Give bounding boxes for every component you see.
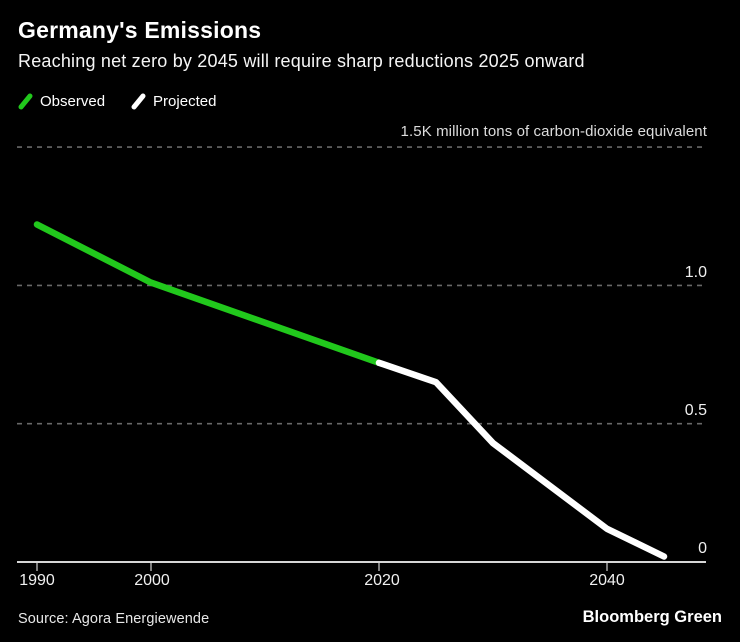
legend-item-projected: Projected <box>131 93 216 110</box>
legend-item-observed: Observed <box>18 93 105 110</box>
x-tick-label-2020: 2020 <box>364 572 400 589</box>
observed-line-swatch-icon <box>18 93 33 110</box>
source-attribution: Source: Agora Energiewende <box>18 611 210 627</box>
y-axis-unit-label: 1.5K million tons of carbon-dioxide equi… <box>400 123 707 140</box>
x-tick-label-2000: 2000 <box>134 572 170 589</box>
chart-subtitle: Reaching net zero by 2045 will require s… <box>18 51 585 71</box>
observed-line <box>33 221 383 367</box>
y-tick-label-1.0: 1.0 <box>684 264 707 281</box>
legend-label-observed: Observed <box>40 93 106 110</box>
bloomberg-green-logo: Bloomberg Green <box>582 608 722 626</box>
projected-line <box>375 359 668 560</box>
page-title: Germany's Emissions <box>18 17 262 43</box>
x-tick-label-1990: 1990 <box>19 572 55 589</box>
x-tick-label-2040: 2040 <box>589 572 625 589</box>
legend: Observed Projected <box>18 93 216 110</box>
projected-line-swatch-icon <box>131 93 146 110</box>
y-tick-label-0: 0 <box>698 540 707 557</box>
legend-label-projected: Projected <box>153 93 217 110</box>
y-tick-label-0.5: 0.5 <box>684 402 707 419</box>
